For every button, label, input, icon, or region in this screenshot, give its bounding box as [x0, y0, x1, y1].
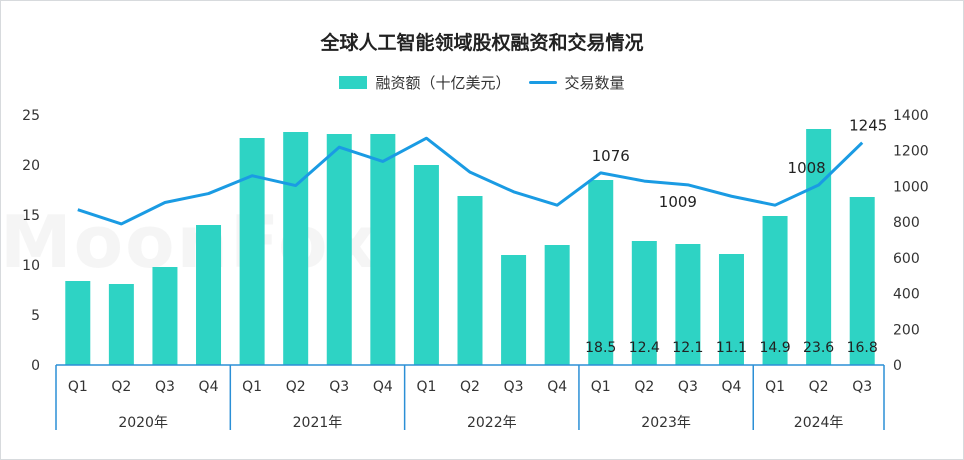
bar: [239, 138, 265, 365]
x-tick-label: Q4: [373, 379, 393, 395]
x-tick-label: Q2: [286, 379, 306, 395]
chart-title: 全球人工智能领域股权融资和交易情况: [320, 32, 644, 54]
y-right-tick-label: 1000: [893, 179, 929, 195]
bar: [718, 254, 744, 365]
x-tick-label: Q3: [504, 379, 524, 395]
y-right-tick-label: 200: [893, 322, 920, 338]
y-left-tick-label: 25: [22, 108, 40, 124]
legend-line-swatch: [528, 81, 557, 84]
bar: [326, 134, 352, 365]
x-tick-label: Q2: [809, 379, 829, 395]
x-tick-label: Q4: [199, 379, 219, 395]
legend-bar-label: 融资额（十亿美元）: [375, 74, 511, 92]
bar: [108, 284, 134, 365]
group-label: 2022年: [467, 415, 517, 431]
group-label: 2021年: [293, 415, 343, 431]
x-tick-label: Q3: [678, 379, 698, 395]
y-right-tick-label: 1400: [893, 108, 929, 124]
x-tick-label: Q1: [68, 379, 88, 395]
y-right-tick-label: 400: [893, 287, 920, 303]
bar: [675, 244, 701, 365]
bar: [413, 165, 439, 365]
y-left-tick-label: 0: [31, 358, 40, 374]
line-data-label: 1245: [849, 117, 887, 135]
bar: [152, 267, 178, 365]
bar-data-label: 23.6: [803, 340, 834, 356]
bar: [806, 129, 832, 365]
line-data-label: 1076: [592, 147, 630, 165]
bar-data-label: 12.1: [672, 340, 703, 356]
bar: [283, 132, 309, 365]
bar-data-label: 18.5: [585, 340, 616, 356]
y-left-tick-label: 10: [22, 258, 40, 274]
x-tick-label: Q4: [547, 379, 567, 395]
x-tick-label: Q2: [460, 379, 480, 395]
x-tick-label: Q2: [634, 379, 654, 395]
y-right-tick-label: 600: [893, 251, 920, 267]
y-left-tick-label: 15: [22, 208, 40, 224]
bar: [196, 225, 222, 365]
bar: [631, 241, 657, 365]
x-tick-label: Q3: [329, 379, 349, 395]
bar: [762, 216, 788, 365]
line-data-label: 1009: [659, 193, 697, 211]
bar-data-label: 16.8: [847, 340, 878, 356]
x-tick-label: Q1: [591, 379, 611, 395]
y-right-tick-label: 1200: [893, 144, 929, 160]
bar-data-label: 11.1: [716, 340, 747, 356]
group-label: 2023年: [641, 415, 691, 431]
legend-item-line: 交易数量: [528, 72, 625, 93]
y-left-tick-label: 5: [31, 308, 40, 324]
legend-item-bar: 融资额（十亿美元）: [339, 72, 511, 93]
x-tick-label: Q4: [722, 379, 742, 395]
y-left-tick-label: 20: [22, 158, 40, 174]
bar-data-label: 12.4: [629, 340, 660, 356]
y-right-tick-label: 800: [893, 215, 920, 231]
line-series: [77, 136, 864, 226]
line-data-label: 1008: [788, 159, 826, 177]
legend-bar-swatch: [339, 76, 368, 89]
watermark: MoonFox: [0, 200, 379, 284]
x-tick-label: Q3: [155, 379, 175, 395]
legend: 融资额（十亿美元） 交易数量: [0, 72, 964, 93]
legend-line-label: 交易数量: [564, 74, 625, 92]
y-right-tick-label: 0: [893, 358, 902, 374]
x-tick-label: Q1: [416, 379, 436, 395]
bar: [65, 281, 91, 365]
group-label: 2020年: [118, 415, 168, 431]
bar: [588, 180, 614, 365]
group-label: 2024年: [794, 415, 844, 431]
x-tick-label: Q1: [242, 379, 262, 395]
bar: [457, 196, 483, 365]
bar: [501, 255, 527, 365]
x-tick-label: Q3: [852, 379, 872, 395]
x-tick-label: Q2: [111, 379, 131, 395]
bar-data-label: 14.9: [759, 340, 790, 356]
bar: [544, 245, 570, 365]
x-tick-label: Q1: [765, 379, 785, 395]
bar: [370, 134, 396, 365]
bar: [849, 197, 875, 365]
